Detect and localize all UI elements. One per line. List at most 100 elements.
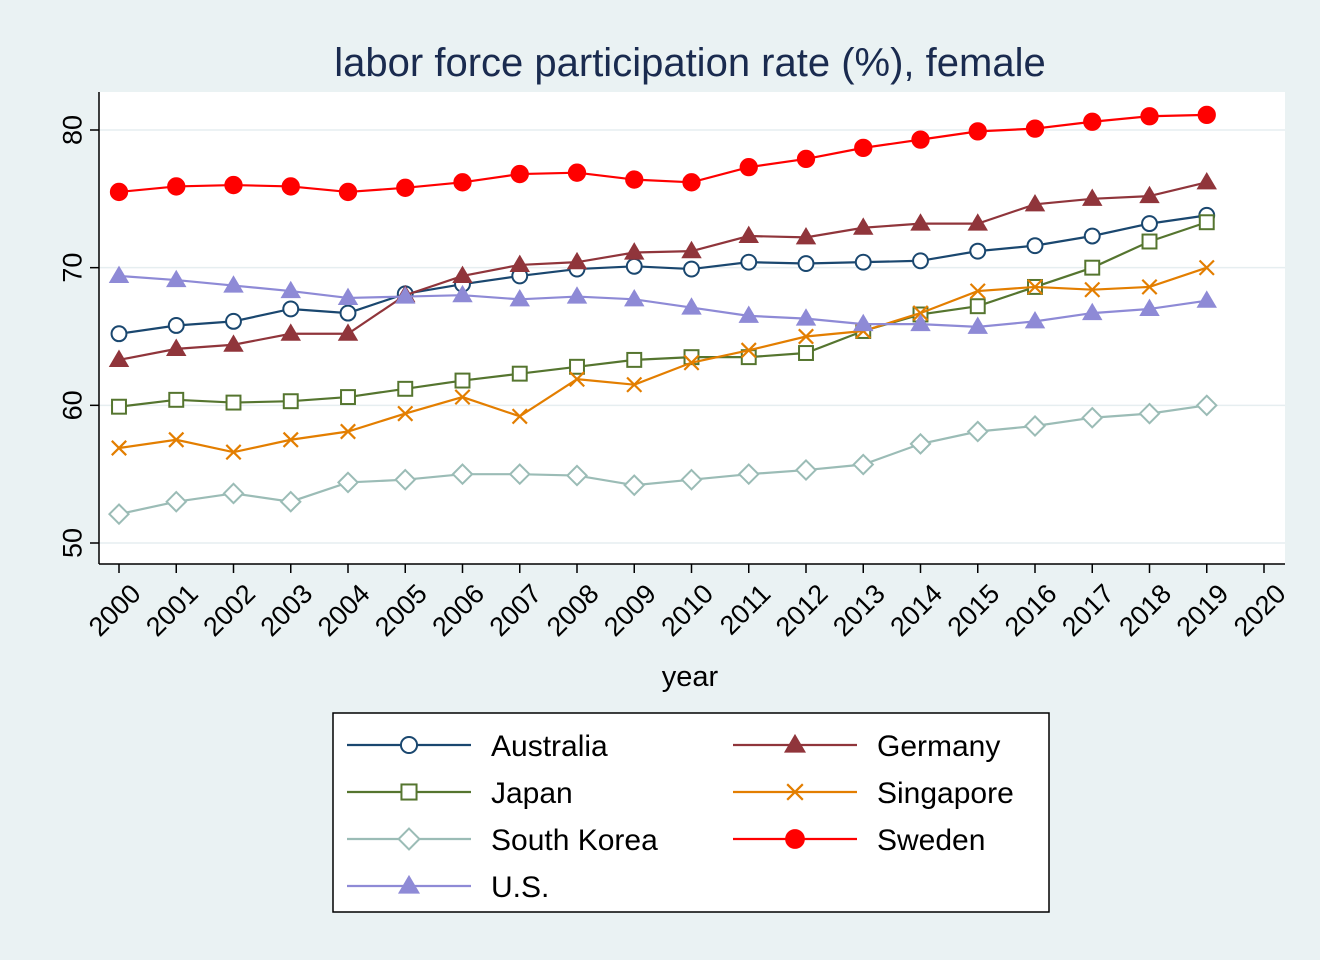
- data-point-japan-2000: [111, 398, 127, 415]
- data-point-sweden-2012: [796, 149, 816, 169]
- data-point-u-s-2019: [1196, 290, 1217, 308]
- series-line-singapore: [118, 266, 1208, 454]
- data-point-south-korea-2001: [165, 490, 188, 513]
- data-point-sweden-2006: [453, 173, 472, 192]
- data-point-japan-2018: [1141, 233, 1158, 250]
- data-point-u-s-2014: [910, 313, 931, 332]
- data-point-singapore-2002: [225, 444, 242, 461]
- series-australia: [110, 206, 1216, 343]
- series-line-australia: [118, 214, 1207, 335]
- data-point-sweden-2004: [338, 182, 358, 202]
- data-point-germany-2017: [1082, 188, 1103, 206]
- data-point-south-korea-2009: [623, 474, 646, 497]
- data-point-japan-2015: [969, 298, 986, 315]
- y-tick-label: 70: [57, 253, 87, 283]
- data-point-sweden-2018: [1140, 107, 1159, 126]
- data-point-australia-2015: [969, 242, 987, 260]
- data-point-germany-2008: [566, 251, 588, 270]
- data-point-south-korea-2000: [107, 503, 131, 526]
- data-point-australia-2016: [1026, 237, 1044, 255]
- data-point-germany-2012: [795, 227, 817, 245]
- data-point-singapore-2015: [969, 283, 986, 300]
- series-singapore: [111, 259, 1215, 461]
- legend-item-australia: Australia: [347, 730, 608, 763]
- data-point-singapore-2012: [798, 328, 814, 345]
- data-point-germany-2009: [624, 242, 645, 260]
- data-point-australia-2000: [110, 325, 128, 343]
- data-point-u-s-2011: [738, 305, 759, 323]
- series-line-germany: [118, 181, 1208, 361]
- legend-label: Australia: [491, 730, 608, 763]
- data-point-south-korea-2008: [565, 464, 589, 487]
- data-point-singapore-2016: [1027, 278, 1043, 295]
- data-point-australia-2013: [854, 253, 872, 271]
- data-point-singapore-2007: [511, 408, 528, 425]
- data-point-australia-2004: [339, 304, 357, 322]
- data-point-germany-2006: [452, 265, 473, 283]
- data-point-singapore-2010: [683, 354, 700, 371]
- data-point-singapore-2003: [282, 431, 299, 448]
- data-point-sweden-2017: [1083, 112, 1102, 131]
- data-point-singapore-2019: [1198, 259, 1215, 276]
- data-point-australia-2017: [1083, 227, 1101, 245]
- data-point-germany-2013: [853, 217, 874, 235]
- data-point-germany-2015: [967, 213, 988, 231]
- legend-marker: [397, 827, 421, 851]
- data-point-u-s-2005: [395, 286, 416, 304]
- series-line-sweden: [118, 113, 1207, 194]
- plot-area: [99, 92, 1285, 564]
- legend-label: Singapore: [877, 777, 1014, 810]
- legend-marker: [783, 733, 807, 753]
- series-layer: [107, 105, 1218, 526]
- data-point-germany-2007: [509, 254, 530, 272]
- data-point-south-korea-2018: [1138, 402, 1161, 425]
- data-point-germany-2014: [910, 213, 931, 231]
- data-point-germany-2019: [1196, 171, 1217, 190]
- data-point-japan-2017: [1084, 259, 1101, 276]
- series-line-u-s: [118, 274, 1207, 328]
- data-point-south-korea-2016: [1023, 414, 1047, 437]
- chart-title: labor force participation rate (%), fema…: [334, 41, 1045, 85]
- data-point-sweden-2015: [968, 122, 987, 141]
- data-point-u-s-2003: [280, 280, 301, 299]
- data-point-u-s-2018: [1139, 298, 1160, 317]
- legend-marker: [400, 783, 418, 801]
- data-point-singapore-2000: [111, 440, 127, 456]
- data-point-sweden-2007: [510, 164, 529, 184]
- data-point-germany-2016: [1024, 193, 1046, 212]
- data-point-u-s-2017: [1082, 302, 1103, 321]
- data-point-u-s-2012: [795, 308, 817, 326]
- data-point-singapore-2018: [1141, 278, 1158, 295]
- data-point-sweden-2008: [567, 163, 587, 182]
- data-point-sweden-2003: [281, 177, 300, 196]
- data-point-germany-2018: [1139, 185, 1160, 204]
- data-point-japan-2001: [168, 391, 185, 408]
- data-point-south-korea-2013: [852, 453, 875, 476]
- data-point-australia-2012: [797, 255, 815, 272]
- data-point-japan-2005: [397, 380, 414, 397]
- data-point-south-korea-2005: [394, 468, 417, 491]
- data-point-sweden-2000: [109, 182, 129, 202]
- data-point-australia-2002: [225, 312, 242, 330]
- data-point-germany-2010: [681, 240, 702, 259]
- data-point-u-s-2000: [108, 265, 130, 283]
- data-point-sweden-2009: [625, 170, 644, 189]
- legend-label: Sweden: [877, 824, 985, 857]
- data-point-singapore-2014: [912, 305, 929, 322]
- data-point-sweden-2001: [167, 177, 186, 196]
- legend-item-u-s: U.S.: [347, 871, 549, 904]
- data-point-u-s-2010: [681, 297, 702, 315]
- data-point-sweden-2010: [682, 173, 701, 192]
- data-point-japan-2012: [798, 345, 814, 361]
- data-point-south-korea-2010: [680, 468, 703, 491]
- series-sweden: [109, 105, 1216, 202]
- data-point-germany-2003: [280, 323, 301, 341]
- legend-marker: [786, 783, 804, 801]
- data-point-sweden-2002: [224, 175, 243, 195]
- data-point-australia-2001: [167, 317, 185, 334]
- legend-marker: [785, 829, 805, 849]
- data-point-u-s-2013: [853, 313, 874, 332]
- data-point-u-s-2001: [166, 269, 187, 288]
- data-point-germany-2004: [337, 323, 359, 341]
- series-germany: [108, 171, 1217, 367]
